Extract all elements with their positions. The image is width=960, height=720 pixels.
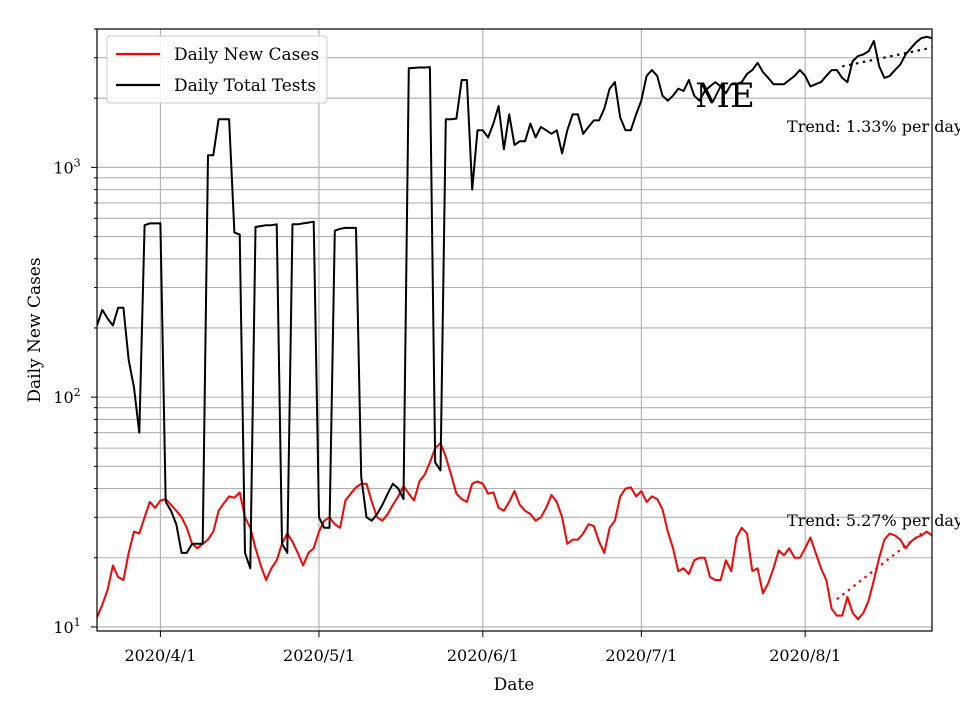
tests-trend-line [841, 46, 932, 68]
legend-label: Daily New Cases [174, 45, 319, 65]
legend-label: Daily Total Tests [174, 76, 316, 96]
chart-title: ME [695, 76, 755, 116]
y-axis-label: Daily New Cases [25, 257, 45, 402]
axis-ticks: 2020/4/1 2020/5/1 2020/6/1 2020/7/1 2020/8/1… [53, 28, 841, 665]
y-tick-label: 102 [53, 386, 80, 407]
trend-annotation: Trend: 1.33% per day [787, 117, 960, 136]
x-tick-label: 2020/5/1 [283, 646, 355, 665]
x-tick-label: 2020/4/1 [124, 646, 196, 665]
y-tick-label: 103 [53, 156, 80, 177]
y-tick-label: 101 [53, 616, 80, 637]
x-tick-label: 2020/7/1 [605, 646, 677, 665]
trend-annotation: Trend: 5.27% per day [787, 511, 960, 530]
legend-box [106, 35, 328, 104]
series-layer [97, 35, 932, 621]
plot-frame [96, 28, 933, 632]
annotations: Trend: 1.33% per day Trend: 5.27% per day [787, 117, 960, 530]
x-tick-label: 2020/8/1 [769, 646, 841, 665]
daily-new-cases-line [97, 442, 932, 621]
x-axis-label: Date [494, 675, 535, 695]
daily-total-tests-line [97, 35, 932, 570]
legend: Daily New Cases Daily Total Tests [106, 35, 328, 104]
x-tick-label: 2020/6/1 [447, 646, 519, 665]
